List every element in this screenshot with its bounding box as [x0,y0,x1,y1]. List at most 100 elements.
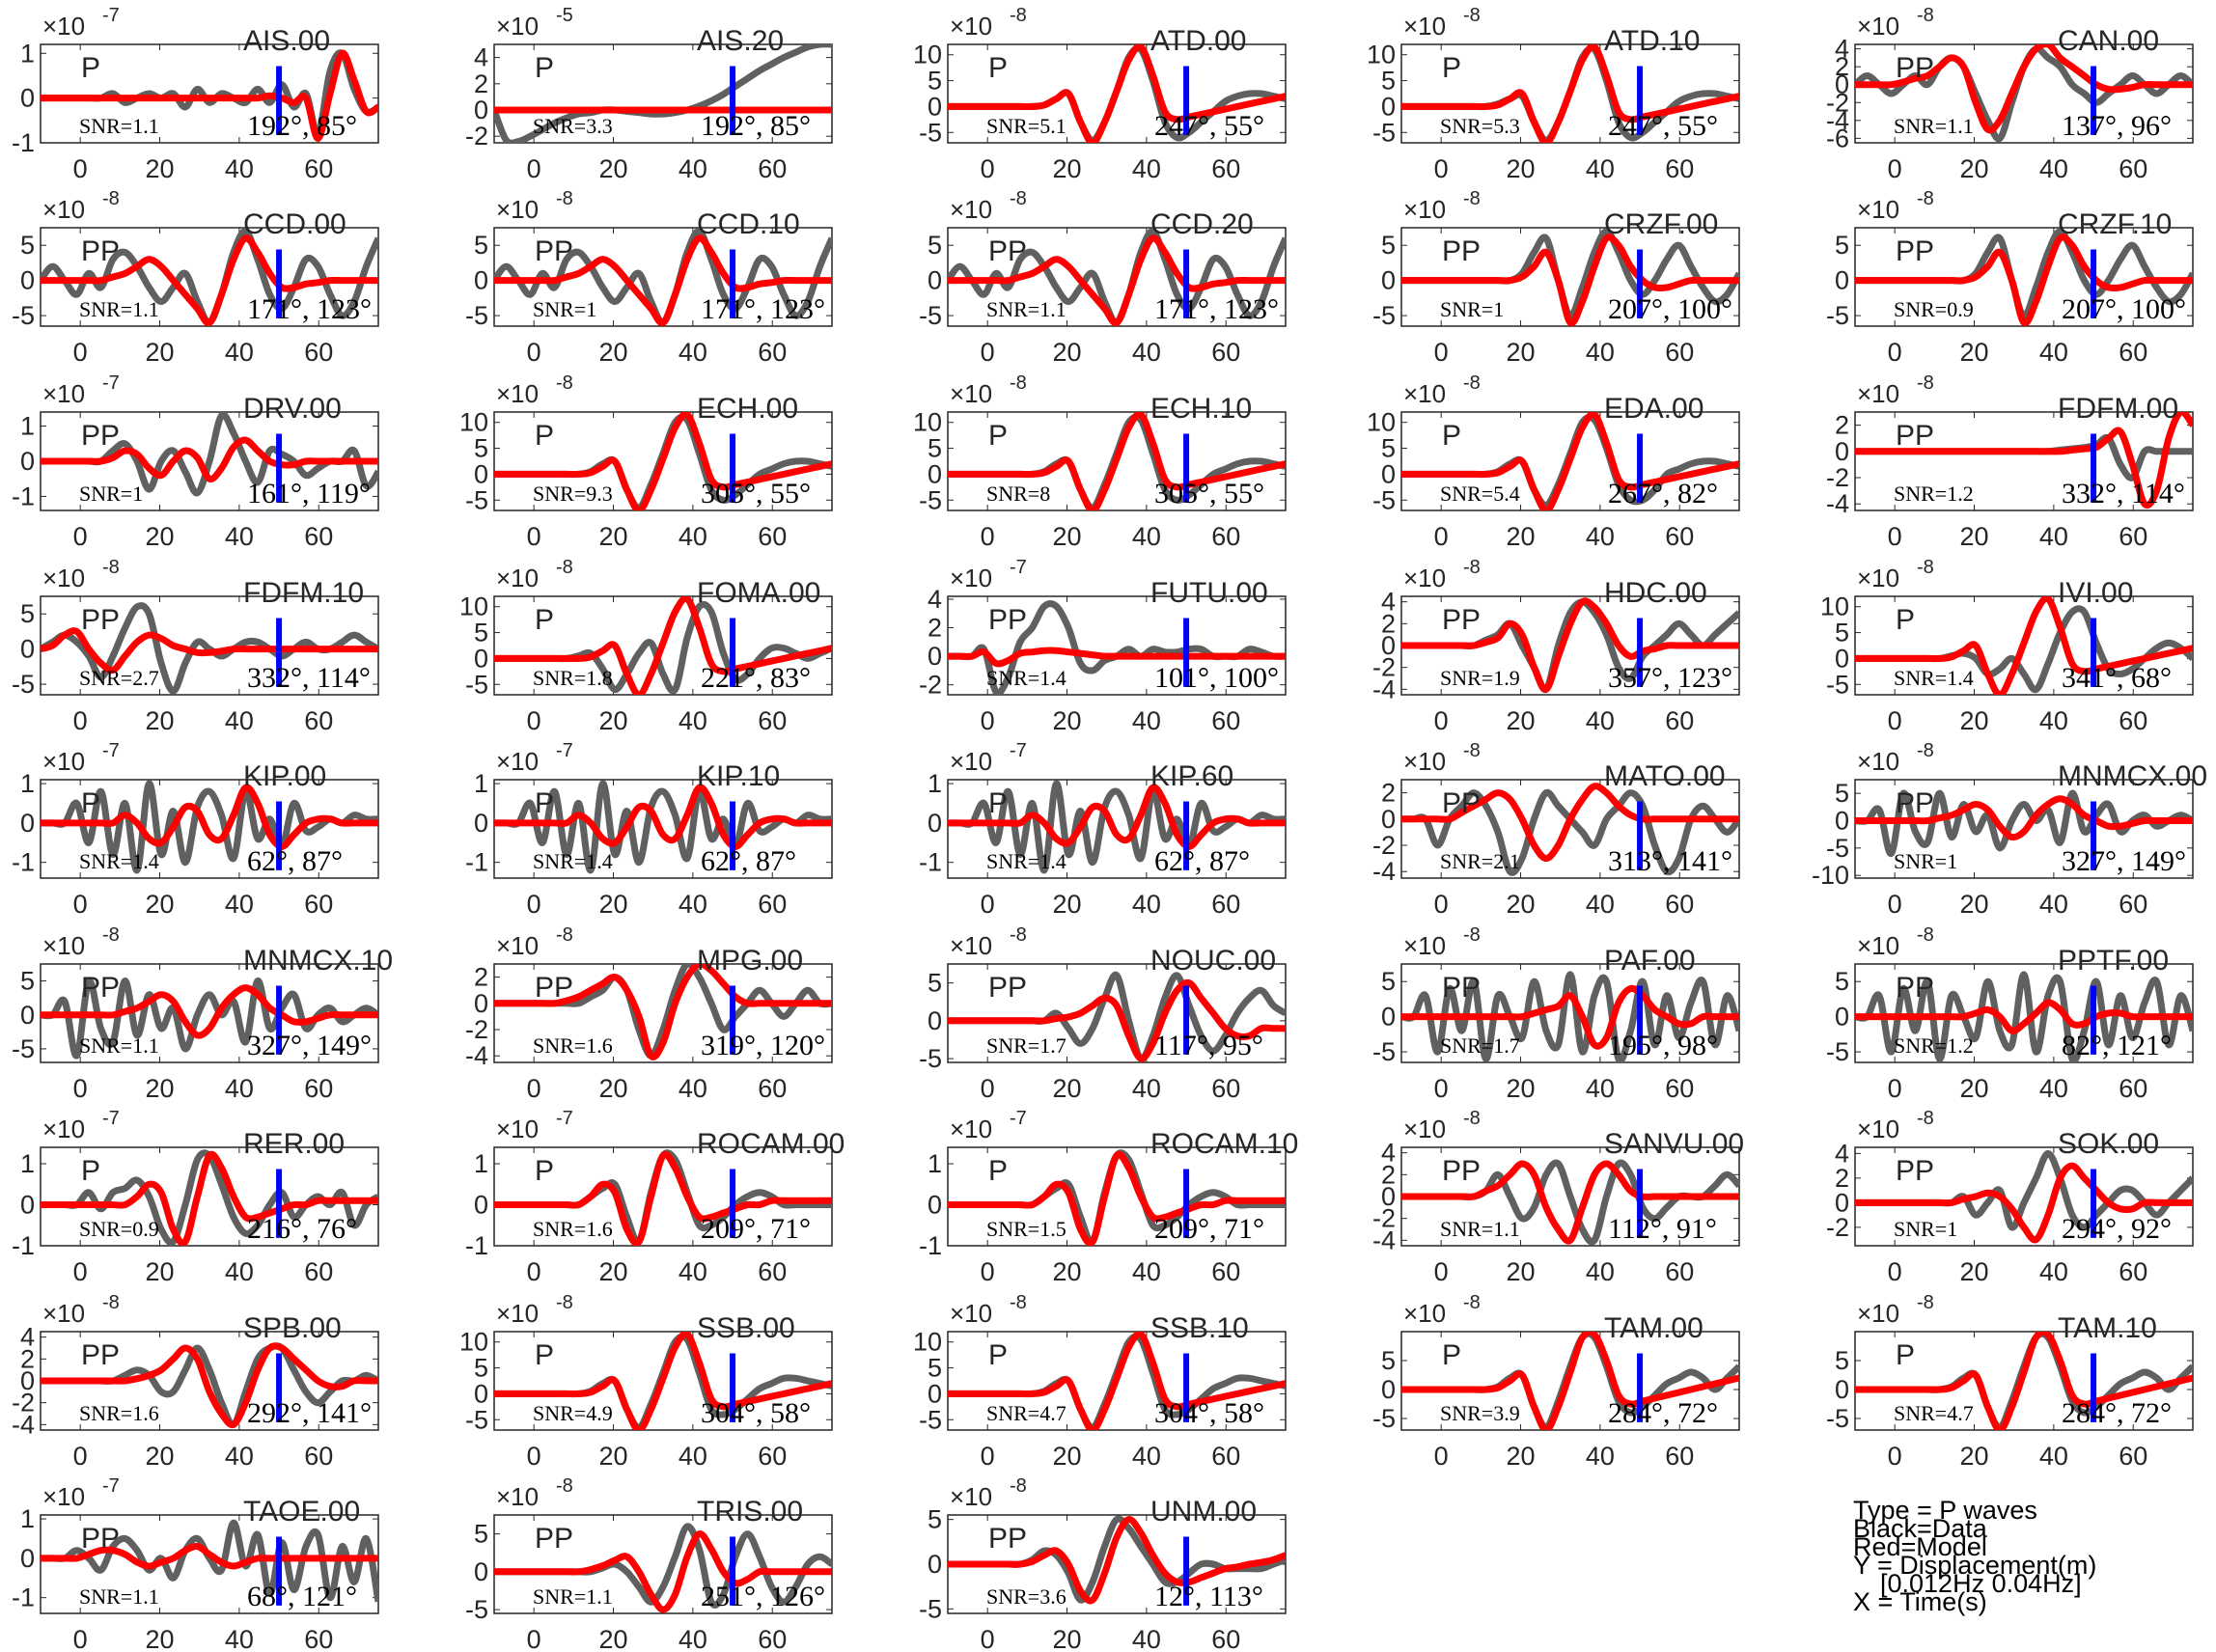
legend-band: [0.012Hz 0.04Hz] [1880,1569,2082,1598]
x-tick-label: 40 [1132,522,1161,551]
x-tick-label: 20 [599,522,628,551]
axes-box [1854,1146,2194,1247]
x-tick-label: 40 [679,154,707,183]
y-exponent-power: -8 [1917,1108,1934,1129]
station-label: EDA.00 [1604,393,1704,425]
model-trace [494,1530,832,1613]
y-tick-label: -1 [919,1231,942,1260]
y-tick-label: 0 [474,96,488,124]
y-tick-label: 5 [1835,967,1849,996]
snr-label: SNR=1.4 [533,849,613,873]
station-label: TAOE.00 [243,1496,360,1528]
plot-area [494,1149,832,1246]
snr-label: SNR=1.6 [533,1217,613,1241]
axes-box [40,1514,379,1614]
y-exponent-label: ×10 [1403,12,1446,41]
azimuth-distance-label: 209°, 71° [1154,1213,1264,1245]
y-tick-label: 4 [1381,1139,1396,1168]
y-tick-label: 5 [1835,779,1849,808]
y-tick-label: 0 [1381,1003,1396,1032]
x-tick-label: 0 [1888,338,1902,367]
azimuth-distance-label: 221°, 83° [701,662,811,694]
y-tick-label: 0 [928,809,942,838]
y-exponent-power: -8 [1463,1292,1481,1313]
x-tick-label: 0 [527,522,541,551]
x-tick-label: 60 [758,1257,787,1286]
y-tick-label: 0 [474,1557,488,1586]
x-tick-label: 40 [225,1257,254,1286]
x-tick-label: 60 [1211,154,1240,183]
phase-label: PP [1896,972,1934,1004]
phase-label: P [1442,52,1461,84]
snr-label: SNR=1 [533,297,596,321]
y-exponent-label: ×10 [42,1299,85,1328]
model-trace [948,1150,1286,1246]
x-tick-label: 0 [981,1074,995,1103]
y-tick-label: 5 [1835,619,1849,647]
y-tick-label: 5 [1381,67,1396,96]
x-tick-label: 40 [679,522,707,551]
phase-label: P [535,604,554,636]
x-tick-label: 40 [2039,1257,2068,1286]
y-tick-label: -2 [1826,88,1849,117]
x-tick-label: 20 [146,1074,175,1103]
panel-fdfm-10: ×10 -8 -5 0 5 0 20 40 60 PP FDFM.10 SNR=2.7 332°, 11… [12,557,379,735]
y-tick-label: 0 [928,92,942,121]
y-tick-label: 0 [1381,631,1396,660]
y-exponent-power: -8 [556,1475,573,1497]
x-tick-label: 60 [1665,890,1694,919]
x-tick-label: 60 [304,890,333,919]
y-tick-label: 5 [474,1354,488,1383]
model-trace [948,44,1286,143]
model-trace [948,647,1286,668]
y-exponent-label: ×10 [496,12,539,41]
azimuth-distance-label: 171°, 123° [701,293,825,325]
x-tick-label: 60 [304,1257,333,1286]
y-exponent-power: -8 [1010,372,1027,394]
y-tick-label: -1 [12,128,35,157]
y-exponent-power: -8 [1010,188,1027,209]
y-exponent-power: -8 [556,557,573,578]
y-exponent-power: -7 [102,1475,120,1497]
model-trace [494,964,832,1060]
azimuth-distance-label: 292°, 141° [247,1397,372,1429]
plot-area [41,977,378,1060]
phase-label: P [988,787,1008,819]
y-tick-label: 5 [474,619,488,647]
figure-legend: Type = P waves Black=Data Red=Model Y = … [1853,1498,2201,1615]
x-tick-label: 40 [225,706,254,735]
azimuth-distance-label: 207°, 100° [1608,293,1732,325]
x-tick-label: 60 [758,1625,787,1652]
plot-area [1855,412,2193,509]
y-tick-label: 0 [1835,70,1849,99]
y-exponent-power: -7 [556,740,573,761]
y-tick-label: -5 [465,1405,488,1434]
y-exponent-power: -8 [1463,372,1481,394]
y-exponent-power: -8 [1463,5,1481,26]
azimuth-distance-label: 82°, 121° [2062,1030,2172,1061]
model-trace [948,1516,1286,1605]
station-label: AIS.20 [697,25,784,57]
y-exponent-power: -8 [102,1292,120,1313]
data-trace [41,780,378,874]
station-label: ATD.10 [1604,25,1700,57]
snr-label: SNR=1.1 [79,114,159,138]
azimuth-distance-label: 195°, 98° [1608,1030,1718,1061]
model-trace [41,1543,378,1570]
phase-label: PP [1896,1155,1934,1187]
x-tick-label: 0 [73,890,88,919]
snr-label: SNR=1.7 [986,1033,1066,1058]
y-tick-label: 5 [928,231,942,260]
model-trace [1401,984,1739,1050]
x-tick-label: 0 [1434,1442,1449,1471]
model-trace [494,784,832,850]
x-tick-label: 60 [1211,890,1240,919]
x-tick-label: 0 [1888,154,1902,183]
x-tick-label: 60 [304,706,333,735]
azimuth-distance-label: 319°, 120° [701,1030,825,1061]
